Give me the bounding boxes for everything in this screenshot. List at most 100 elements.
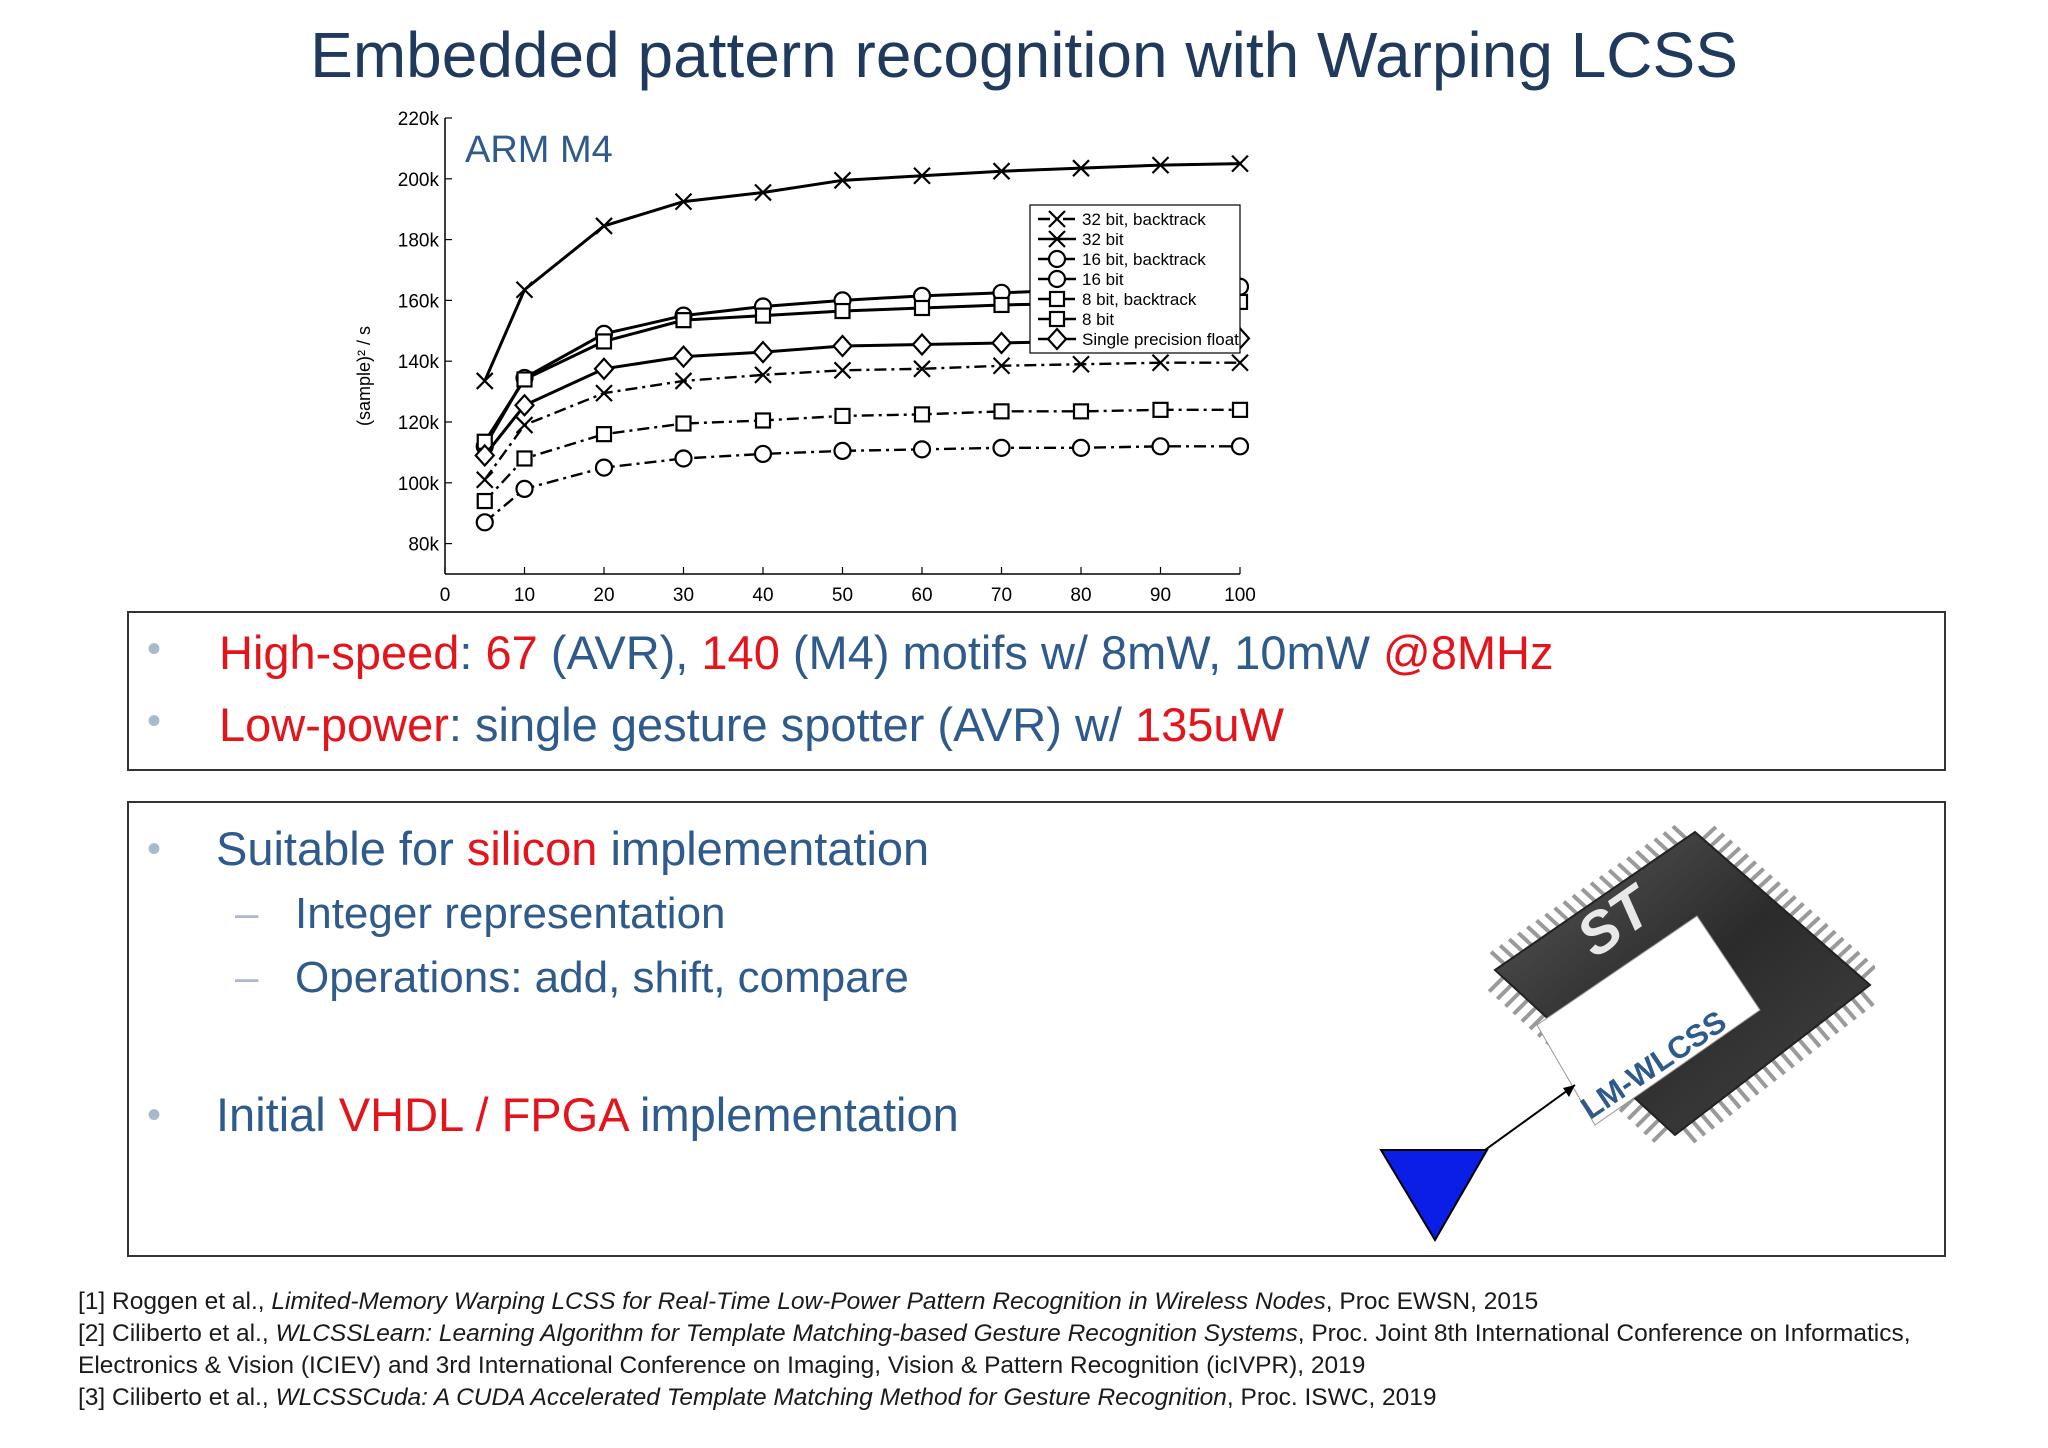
legend-label: 8 bit, backtrack [1082, 290, 1197, 309]
chip-pin [1812, 922, 1829, 938]
data-point [754, 183, 772, 202]
y-axis-label: (sample)² / s [354, 326, 374, 426]
x-tick-label: 20 [593, 585, 614, 606]
bullet-dot: • [147, 627, 162, 671]
x-tick-label: 50 [832, 585, 853, 606]
chip-pin [1517, 931, 1533, 947]
data-point [1231, 353, 1249, 372]
y-tick-label: 180k [398, 231, 440, 252]
silicon-term: silicon [466, 822, 598, 875]
ref-authors: [1] Roggen et al., [78, 1288, 272, 1315]
sub-bullet-operations: Operations: add, shift, compare [295, 953, 909, 1002]
chip-pin [1535, 918, 1551, 934]
data-point [593, 357, 615, 381]
chip-pin [1773, 888, 1789, 904]
text-segment: Suitable for [216, 822, 467, 875]
data-point [1151, 353, 1170, 372]
x-tick-label: 100 [1224, 585, 1256, 606]
data-point [595, 426, 613, 443]
ref-title: WLCSSLearn: Learning Algorithm for Templ… [275, 1320, 1298, 1347]
data-point [913, 166, 931, 185]
avr-motifs: 67 [485, 626, 538, 679]
bullet-dot: • [147, 827, 162, 871]
legend-label: 32 bit [1082, 230, 1124, 249]
data-point [752, 340, 774, 364]
chip-pin [1765, 881, 1781, 897]
chip-pin [1607, 868, 1624, 884]
data-point [993, 296, 1010, 314]
chip-pin [1635, 1111, 1652, 1128]
sub-bullet-dash: – [235, 889, 259, 936]
chip-pin [1682, 1126, 1698, 1144]
performance-chart: 80k 100k 120k 140k 160k 180k 200k 220k 0 10 20 30 40… [350, 100, 1300, 620]
y-tick-label: 140k [398, 352, 440, 373]
pointer-arrow [1484, 1084, 1576, 1151]
x-tick-label: 10 [514, 585, 535, 606]
chip-illustration: ST LM-WLCSS [1375, 820, 1877, 1250]
ref-authors: [3] Ciliberto et al., [78, 1384, 276, 1411]
text-segment: Initial [216, 1088, 339, 1141]
legend-label: Single precision float [1082, 330, 1239, 349]
chip-pin [1643, 1118, 1661, 1136]
chip-pin [1617, 862, 1633, 878]
data-point [1072, 159, 1090, 177]
data-point [754, 307, 772, 324]
data-point [754, 366, 772, 384]
silicon-bullet: Suitable for silicon implementation [216, 821, 929, 876]
data-point [673, 344, 694, 369]
chip-pin [1860, 964, 1877, 980]
data-point [913, 406, 931, 423]
data-point [516, 371, 533, 388]
arrow-head [1563, 1085, 1575, 1097]
chip-pin [1836, 943, 1853, 959]
y-tick-label: 220k [398, 109, 440, 130]
series-0 [475, 353, 1249, 489]
chip-pin [1757, 874, 1773, 890]
data-point [913, 299, 931, 317]
x-tick-label: 80 [1070, 585, 1091, 606]
chip-pin [1700, 1113, 1716, 1130]
data-point [594, 458, 614, 477]
chip-pin [1562, 900, 1579, 916]
data-point [832, 334, 853, 358]
data-point [913, 360, 931, 378]
chip-pin [1626, 1103, 1644, 1121]
data-point [833, 441, 852, 460]
data-point [1151, 437, 1170, 456]
chip-pins [1487, 824, 1877, 1144]
data-point [833, 171, 852, 190]
chip-pin [1528, 1013, 1546, 1031]
chip-pin [1815, 1024, 1831, 1042]
chip-pin [1833, 1010, 1849, 1028]
y-tick-label: 120k [398, 413, 440, 434]
data-point [474, 443, 496, 468]
chip-pin [1717, 1099, 1733, 1117]
series-line [483, 408, 1240, 502]
text-segment: (AVR), [537, 626, 702, 679]
data-point [516, 450, 533, 467]
chip-pin [1850, 997, 1866, 1014]
legend-marker [1048, 290, 1066, 308]
chip-pin [1495, 983, 1513, 1001]
legend-marker [1046, 327, 1068, 351]
implementation-box: • Suitable for silicon implementation – … [127, 801, 1946, 1257]
chip-pin [1797, 1038, 1813, 1055]
chip-pin [1507, 937, 1524, 953]
chip-pin [1553, 906, 1570, 922]
data-point [595, 333, 613, 350]
data-point [675, 415, 692, 432]
data-point [992, 438, 1011, 457]
data-point [1072, 403, 1090, 420]
data-point [674, 372, 693, 390]
chip-pin [1651, 1126, 1669, 1143]
reference-3: [3] Ciliberto et al., WLCSSCuda: A CUDA … [78, 1382, 1998, 1414]
data-point [595, 384, 613, 402]
chart-annotation: ARM M4 [465, 129, 613, 171]
reference-1: [1] Roggen et al., Limited-Memory Warpin… [78, 1286, 1998, 1318]
performance-box: • High-speed: 67 (AVR), 140 (M4) motifs … [127, 611, 1946, 771]
chip-pin [1828, 936, 1845, 952]
data-point [1072, 355, 1090, 374]
data-point [1231, 154, 1249, 173]
legend-label: 8 bit [1082, 310, 1114, 329]
